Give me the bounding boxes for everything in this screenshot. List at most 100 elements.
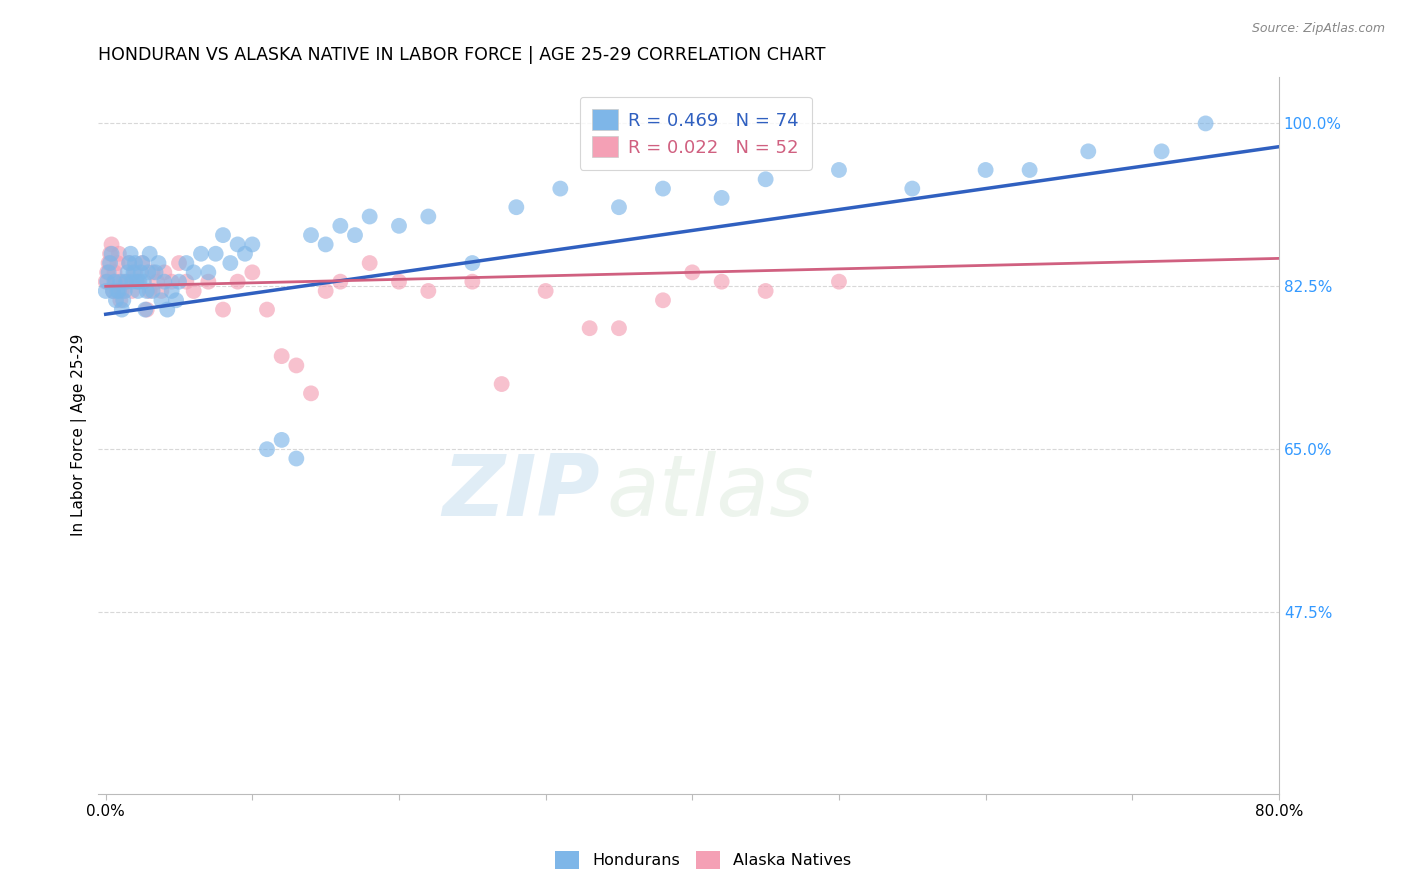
Point: [461, 256, 484, 270]
Point: [129, 265, 152, 279]
Point: [256, 302, 278, 317]
Point: [108, 246, 131, 260]
Point: [160, 275, 183, 289]
Point: [315, 237, 337, 252]
Point: [128, 275, 150, 289]
Point: [183, 284, 205, 298]
Point: [132, 275, 155, 289]
Point: [108, 284, 131, 298]
Point: [388, 275, 411, 289]
Point: [1018, 163, 1040, 178]
Point: [110, 293, 132, 308]
Point: [233, 246, 256, 260]
Point: [315, 284, 337, 298]
Point: [534, 284, 557, 298]
Point: [256, 442, 278, 457]
Point: [710, 191, 733, 205]
Point: [96, 275, 118, 289]
Point: [101, 284, 124, 298]
Point: [212, 228, 235, 243]
Point: [226, 237, 249, 252]
Point: [197, 265, 219, 279]
Point: [103, 275, 125, 289]
Point: [150, 293, 173, 308]
Point: [104, 293, 127, 308]
Point: [156, 302, 179, 317]
Point: [176, 256, 198, 270]
Point: [329, 219, 352, 233]
Point: [107, 256, 129, 270]
Point: [103, 265, 125, 279]
Point: [240, 237, 263, 252]
Point: [359, 256, 381, 270]
Point: [104, 275, 127, 289]
Point: [136, 265, 159, 279]
Point: [505, 200, 527, 214]
Point: [146, 275, 169, 289]
Point: [122, 265, 145, 279]
Point: [107, 284, 129, 298]
Point: [135, 284, 157, 298]
Point: [127, 275, 149, 289]
Point: [97, 256, 120, 270]
Point: [176, 275, 198, 289]
Point: [118, 256, 141, 270]
Point: [167, 275, 190, 289]
Point: [145, 265, 167, 279]
Point: [124, 256, 146, 270]
Point: [828, 275, 851, 289]
Point: [901, 181, 924, 195]
Point: [550, 181, 572, 195]
Point: [607, 200, 630, 214]
Point: [100, 246, 122, 260]
Point: [1077, 145, 1099, 159]
Point: [97, 265, 120, 279]
Point: [219, 256, 242, 270]
Text: Source: ZipAtlas.com: Source: ZipAtlas.com: [1251, 22, 1385, 36]
Point: [131, 256, 153, 270]
Point: [142, 265, 165, 279]
Point: [127, 284, 149, 298]
Point: [491, 377, 513, 392]
Point: [681, 265, 703, 279]
Point: [578, 321, 600, 335]
Point: [117, 275, 139, 289]
Point: [118, 256, 141, 270]
Point: [150, 284, 173, 298]
Point: [343, 228, 366, 243]
Point: [828, 163, 851, 178]
Point: [138, 246, 160, 260]
Text: ZIP: ZIP: [443, 451, 600, 534]
Point: [1194, 116, 1216, 130]
Point: [240, 265, 263, 279]
Point: [160, 284, 183, 298]
Point: [167, 256, 190, 270]
Point: [115, 275, 138, 289]
Point: [98, 246, 121, 260]
Text: HONDURAN VS ALASKA NATIVE IN LABOR FORCE | AGE 25-29 CORRELATION CHART: HONDURAN VS ALASKA NATIVE IN LABOR FORCE…: [98, 46, 825, 64]
Point: [121, 284, 143, 298]
Point: [710, 275, 733, 289]
Text: atlas: atlas: [606, 451, 814, 534]
Point: [120, 246, 142, 260]
Point: [142, 284, 165, 298]
Point: [153, 265, 176, 279]
Point: [652, 181, 675, 195]
Point: [112, 293, 135, 308]
Point: [974, 163, 997, 178]
Point: [98, 256, 121, 270]
Point: [148, 256, 170, 270]
Point: [183, 265, 205, 279]
Point: [388, 219, 411, 233]
Point: [285, 451, 308, 466]
Point: [100, 237, 122, 252]
Point: [94, 284, 117, 298]
Legend: R = 0.469   N = 74, R = 0.022   N = 52: R = 0.469 N = 74, R = 0.022 N = 52: [579, 96, 811, 170]
Point: [299, 228, 322, 243]
Point: [111, 302, 134, 317]
Point: [124, 265, 146, 279]
Point: [197, 275, 219, 289]
Point: [94, 275, 117, 289]
Point: [138, 284, 160, 298]
Point: [117, 265, 139, 279]
